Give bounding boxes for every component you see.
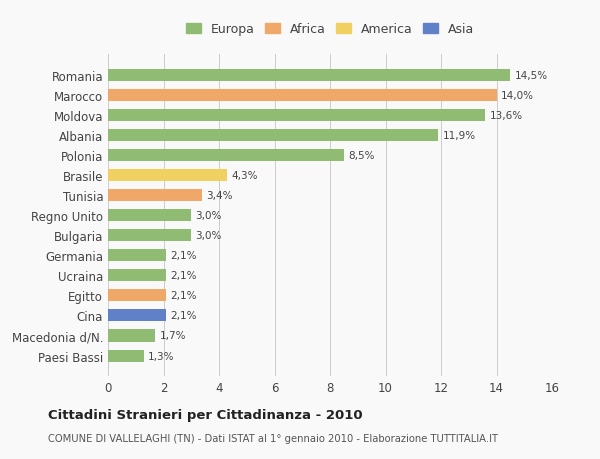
Text: 1,3%: 1,3% bbox=[148, 351, 175, 361]
Text: 3,0%: 3,0% bbox=[196, 211, 222, 221]
Text: 2,1%: 2,1% bbox=[170, 271, 197, 281]
Bar bbox=[108, 250, 166, 262]
Text: 3,0%: 3,0% bbox=[196, 231, 222, 241]
Bar bbox=[108, 170, 227, 182]
Text: 2,1%: 2,1% bbox=[170, 291, 197, 301]
Bar bbox=[108, 270, 166, 282]
Bar bbox=[108, 190, 202, 202]
Bar bbox=[108, 130, 438, 142]
Text: 4,3%: 4,3% bbox=[232, 171, 258, 181]
Text: 2,1%: 2,1% bbox=[170, 311, 197, 321]
Bar bbox=[108, 310, 166, 322]
Bar bbox=[108, 350, 144, 362]
Text: 13,6%: 13,6% bbox=[490, 111, 523, 121]
Text: 1,7%: 1,7% bbox=[160, 331, 186, 341]
Bar bbox=[108, 150, 344, 162]
Text: COMUNE DI VALLELAGHI (TN) - Dati ISTAT al 1° gennaio 2010 - Elaborazione TUTTITA: COMUNE DI VALLELAGHI (TN) - Dati ISTAT a… bbox=[48, 433, 498, 442]
Text: 2,1%: 2,1% bbox=[170, 251, 197, 261]
Text: 14,0%: 14,0% bbox=[500, 91, 533, 101]
Text: 11,9%: 11,9% bbox=[442, 131, 476, 141]
Bar bbox=[108, 210, 191, 222]
Text: Cittadini Stranieri per Cittadinanza - 2010: Cittadini Stranieri per Cittadinanza - 2… bbox=[48, 408, 362, 421]
Bar bbox=[108, 230, 191, 242]
Bar bbox=[108, 90, 497, 102]
Text: 3,4%: 3,4% bbox=[206, 191, 233, 201]
Bar bbox=[108, 70, 511, 82]
Bar bbox=[108, 290, 166, 302]
Bar bbox=[108, 330, 155, 342]
Bar bbox=[108, 110, 485, 122]
Text: 8,5%: 8,5% bbox=[348, 151, 374, 161]
Text: 14,5%: 14,5% bbox=[515, 71, 548, 81]
Legend: Europa, Africa, America, Asia: Europa, Africa, America, Asia bbox=[182, 20, 478, 40]
